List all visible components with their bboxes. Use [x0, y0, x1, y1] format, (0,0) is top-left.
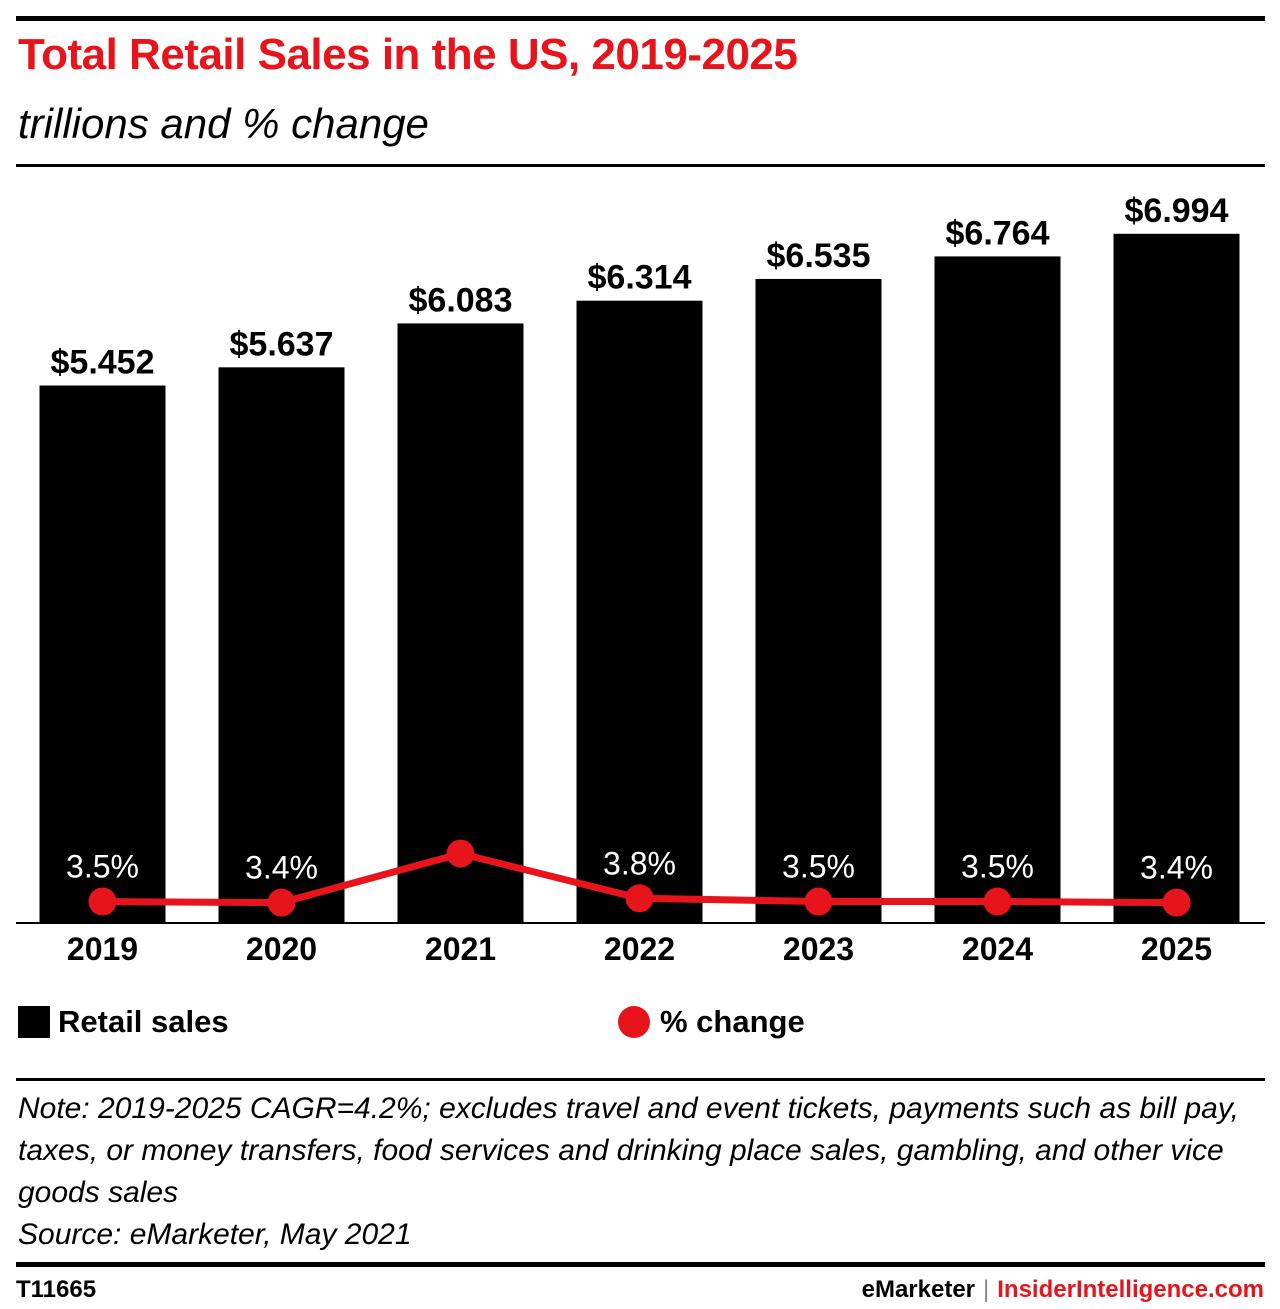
- percent-point-2021: [446, 839, 475, 868]
- percent-change-label: 3.4%: [245, 850, 318, 886]
- bar-value-label: $6.535: [767, 237, 871, 275]
- percent-point-2022: [625, 884, 654, 913]
- brand-footer: eMarketer | InsiderIntelligence.com: [862, 1276, 1264, 1304]
- bar-2023: [755, 278, 882, 922]
- subtitle-rule: [16, 164, 1265, 167]
- top-rule: [16, 16, 1265, 21]
- percent-point-2023: [804, 887, 833, 916]
- legend-retail-sales-label: Retail sales: [58, 1004, 229, 1039]
- bar-value-label: $6.314: [588, 259, 692, 297]
- bar-value-label: $5.452: [51, 344, 155, 382]
- chart-title: Total Retail Sales in the US, 2019-2025: [18, 30, 798, 79]
- bar-value-label: $6.083: [409, 281, 513, 319]
- x-tick-label: 2022: [604, 931, 675, 967]
- bar-2025: [1113, 233, 1240, 922]
- percent-point-2019: [88, 887, 117, 916]
- note-block: Note: 2019-2025 CAGR=4.2%; excludes trav…: [18, 1088, 1268, 1256]
- bar-2020: [218, 367, 345, 922]
- percent-point-2025: [1162, 888, 1191, 917]
- bottom-rule: [16, 1262, 1265, 1267]
- percent-change-label: 3.8%: [603, 845, 676, 881]
- legend-bar-swatch: [18, 1006, 50, 1038]
- retail-sales-chart: $5.452 2019 $5.637 2020 $6.083 2021 $6.314 2022…: [16, 192, 1265, 967]
- x-tick-label: 2020: [246, 931, 317, 967]
- bar-2022: [576, 300, 703, 922]
- x-tick-label: 2023: [783, 931, 854, 967]
- percent-point-2024: [983, 887, 1012, 916]
- brand-separator: |: [983, 1276, 990, 1303]
- bar-value-label: $6.994: [1125, 192, 1229, 230]
- source-text: Source: eMarketer, May 2021: [18, 1218, 412, 1251]
- brand-insider-intelligence: InsiderIntelligence.com: [997, 1276, 1264, 1303]
- legend-retail-sales: Retail sales: [18, 1004, 229, 1040]
- x-tick-label: 2019: [67, 931, 138, 967]
- bar-value-label: $5.637: [230, 325, 334, 363]
- percent-change-label: 3.4%: [1140, 850, 1213, 886]
- percent-change-label: 3.5%: [66, 849, 139, 885]
- note-text: Note: 2019-2025 CAGR=4.2%; excludes trav…: [18, 1092, 1239, 1209]
- x-tick-label: 2021: [425, 931, 496, 967]
- bar-2019: [39, 385, 166, 922]
- legend-percent-change: % change: [618, 1004, 805, 1040]
- x-tick-label: 2025: [1141, 931, 1212, 967]
- percent-change-label: 7.9%: [424, 801, 497, 837]
- chart-code: T11665: [16, 1276, 97, 1303]
- bar-value-label: $6.764: [946, 214, 1050, 252]
- bar-2021: [397, 323, 524, 922]
- chart-subtitle: trillions and % change: [18, 100, 429, 147]
- brand-emarketer: eMarketer: [861, 1276, 976, 1303]
- x-tick-label: 2024: [962, 931, 1033, 967]
- percent-change-label: 3.5%: [961, 849, 1034, 885]
- bar-2024: [934, 256, 1061, 923]
- legend-percent-change-label: % change: [660, 1004, 805, 1039]
- legend-dot-swatch: [618, 1006, 650, 1038]
- percent-point-2020: [267, 888, 296, 917]
- percent-change-label: 3.5%: [782, 849, 855, 885]
- note-rule: [16, 1078, 1265, 1081]
